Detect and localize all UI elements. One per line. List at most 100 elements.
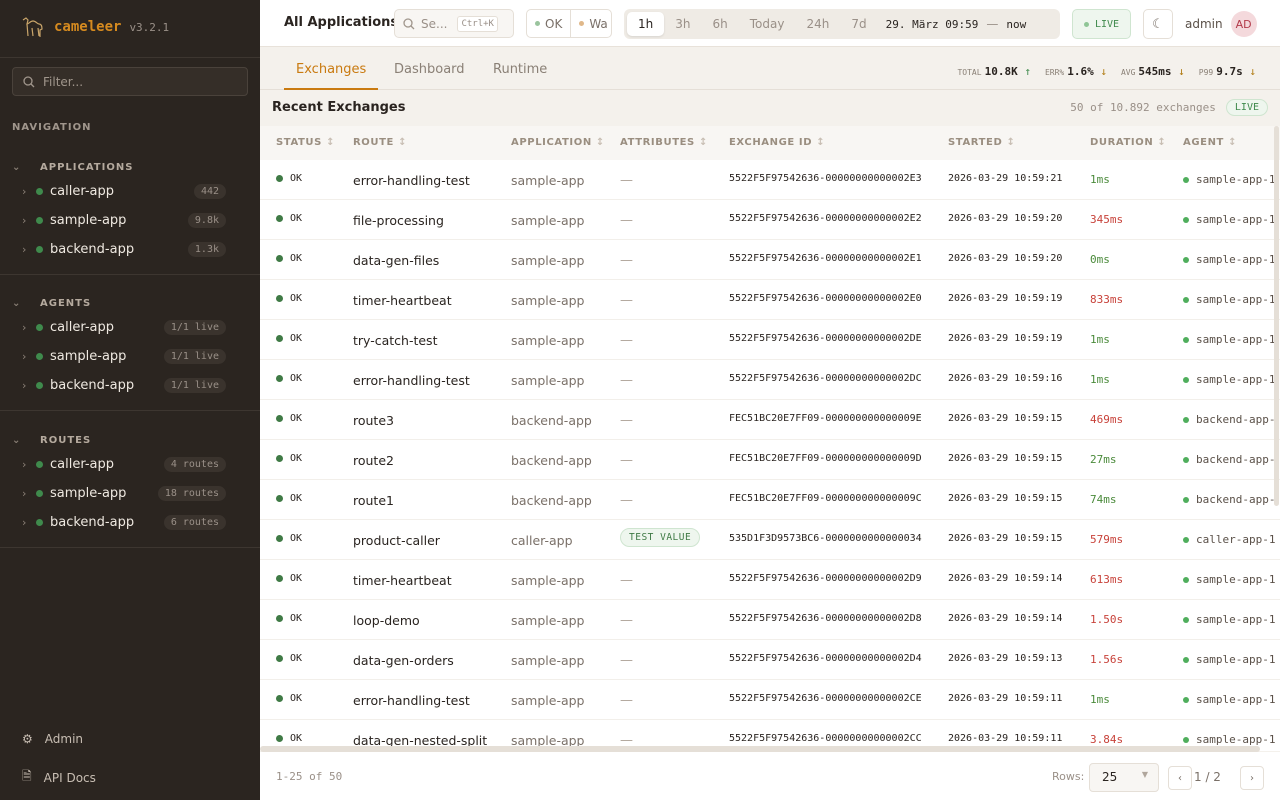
range-from[interactable]: 29. März 09:59	[885, 17, 979, 31]
sidebar-admin-link[interactable]: ⚙ Admin	[22, 732, 83, 746]
sidebar-item[interactable]: › sample-app 18 routes	[0, 479, 260, 508]
column-header-started[interactable]: STARTED ↕	[948, 137, 1016, 148]
sidebar-item[interactable]: › backend-app 1.3k	[0, 235, 260, 264]
application-cell: sample-app	[511, 173, 585, 188]
live-toggle[interactable]: LIVE	[1072, 9, 1131, 39]
table-row[interactable]: OK loop-demo sample-app — 5522F5F9754263…	[260, 600, 1280, 640]
rows-per-page-select[interactable]: 25 ▼	[1089, 763, 1159, 792]
tab-dashboard[interactable]: Dashboard	[394, 62, 465, 77]
duration-cell: 1ms	[1090, 173, 1110, 186]
range-today[interactable]: Today	[749, 17, 785, 31]
table-row[interactable]: OK timer-heartbeat sample-app — 5522F5F9…	[260, 280, 1280, 320]
exchanges-table: STATUS ↕ ROUTE ↕ APPLICATION ↕ ATTRIBUTES ↕…	[260, 126, 1280, 751]
section-header[interactable]: ⌄ AGENTS	[0, 293, 260, 313]
exchange-id-cell: 5522F5F97542636-00000000000002CC	[729, 733, 922, 744]
range-to[interactable]: now	[1006, 17, 1027, 31]
status-dot	[36, 217, 43, 224]
route-cell: data-gen-orders	[353, 653, 454, 668]
duration-cell: 3.84s	[1090, 733, 1124, 746]
kpi-err: ERR% 1.6% ↓	[1044, 65, 1107, 78]
exchange-id-cell: 5522F5F97542636-00000000000002CE	[729, 693, 922, 704]
section-header[interactable]: ⌄ APPLICATIONS	[0, 157, 260, 177]
range-7d[interactable]: 7d	[851, 17, 867, 31]
table-row[interactable]: OK error-handling-test sample-app — 5522…	[260, 360, 1280, 400]
agent-cell: sample-app-1	[1183, 733, 1275, 746]
agent-cell: sample-app-1	[1183, 373, 1275, 386]
sidebar-item[interactable]: › backend-app 1/1 live	[0, 371, 260, 400]
theme-toggle-button[interactable]: ☾	[1143, 9, 1173, 39]
brand-logo[interactable]: cameleer v3.2.1	[20, 14, 169, 40]
status-dot	[276, 735, 283, 742]
table-row[interactable]: OK try-catch-test sample-app — 5522F5F97…	[260, 320, 1280, 360]
sidebar-item[interactable]: › sample-app 1/1 live	[0, 342, 260, 371]
route-cell: error-handling-test	[353, 373, 470, 388]
status-filter-warn[interactable]: Wa	[571, 10, 611, 37]
table-row[interactable]: OK route1 backend-app — FEC51BC20E7FF09-…	[260, 480, 1280, 520]
started-cell: 2026-03-29 10:59:15	[948, 533, 1063, 544]
application-cell: sample-app	[511, 333, 585, 348]
section-title: Recent Exchanges	[272, 100, 406, 115]
search-placeholder: Se...	[421, 16, 448, 31]
range-6h[interactable]: 6h	[712, 17, 728, 31]
duration-cell: 1ms	[1090, 373, 1110, 386]
status-filter-ok[interactable]: OK	[527, 10, 572, 37]
section-header[interactable]: ⌄ ROUTES	[0, 430, 260, 450]
table-row[interactable]: OK data-gen-orders sample-app — 5522F5F9…	[260, 640, 1280, 680]
search-input[interactable]: Se... Ctrl+K	[394, 9, 514, 38]
duration-cell: 27ms	[1090, 453, 1117, 466]
started-cell: 2026-03-29 10:59:20	[948, 253, 1063, 264]
column-header-application[interactable]: APPLICATION ↕	[511, 137, 605, 148]
route-cell: route3	[353, 413, 394, 428]
table-row[interactable]: OK route2 backend-app — FEC51BC20E7FF09-…	[260, 440, 1280, 480]
table-row[interactable]: OK product-caller caller-app TEST VALUE …	[260, 520, 1280, 560]
range-1h[interactable]: 1h	[627, 12, 665, 36]
next-page-button[interactable]: ›	[1240, 766, 1264, 790]
sidebar-item[interactable]: › sample-app 9.8k	[0, 206, 260, 235]
column-header-route[interactable]: ROUTE ↕	[353, 137, 408, 148]
vertical-scrollbar[interactable]	[1274, 126, 1279, 506]
column-header-status[interactable]: STATUS ↕	[276, 137, 336, 148]
table-row[interactable]: OK error-handling-test sample-app — 5522…	[260, 680, 1280, 720]
sidebar-section-routes: ⌄ ROUTES › caller-app 4 routes › sample-app 18 …	[0, 430, 260, 537]
search-icon	[23, 75, 35, 87]
sidebar-item[interactable]: › caller-app 442	[0, 177, 260, 206]
tab-runtime[interactable]: Runtime	[493, 62, 548, 77]
tab-exchanges[interactable]: Exchanges	[284, 62, 379, 90]
range-24h[interactable]: 24h	[806, 17, 830, 31]
column-header-agent[interactable]: AGENT ↕	[1183, 137, 1238, 148]
user-menu[interactable]: admin AD	[1185, 11, 1257, 37]
started-cell: 2026-03-29 10:59:19	[948, 293, 1063, 304]
sidebar-filter-input[interactable]: Filter...	[12, 67, 248, 96]
column-header-duration[interactable]: DURATION ↕	[1090, 137, 1167, 148]
page-indicator: 1 / 2	[1194, 770, 1221, 784]
prev-page-button[interactable]: ‹	[1168, 766, 1192, 790]
agent-cell: sample-app-1	[1183, 293, 1275, 306]
sidebar-item[interactable]: › backend-app 6 routes	[0, 508, 260, 537]
range-3h[interactable]: 3h	[675, 17, 691, 31]
table-row[interactable]: OK route3 backend-app — FEC51BC20E7FF09-…	[260, 400, 1280, 440]
column-header-attributes[interactable]: ATTRIBUTES ↕	[620, 137, 708, 148]
sidebar-item[interactable]: › caller-app 1/1 live	[0, 313, 260, 342]
agent-cell: sample-app-1	[1183, 613, 1275, 626]
live-label: LIVE	[1094, 18, 1120, 30]
status-cell: OK	[276, 493, 302, 504]
chevron-right-icon: ›	[22, 379, 27, 392]
agent-cell: backend-app-	[1183, 493, 1275, 506]
sidebar-api-docs-link[interactable]: 🗎 API Docs	[22, 767, 96, 788]
table-row[interactable]: OK timer-heartbeat sample-app — 5522F5F9…	[260, 560, 1280, 600]
agent-status-dot	[1183, 496, 1189, 503]
range-separator: —	[986, 17, 999, 31]
status-dot	[276, 415, 283, 422]
duration-cell: 1ms	[1090, 333, 1110, 346]
item-label: sample-app	[50, 349, 127, 364]
table-row[interactable]: OK file-processing sample-app — 5522F5F9…	[260, 200, 1280, 240]
table-row[interactable]: OK data-gen-files sample-app — 5522F5F97…	[260, 240, 1280, 280]
horizontal-scrollbar[interactable]	[260, 746, 1260, 752]
table-row[interactable]: OK error-handling-test sample-app — 5522…	[260, 160, 1280, 200]
agent-cell: backend-app-	[1183, 453, 1275, 466]
trend-arrow-icon: ↓	[1249, 65, 1256, 78]
sidebar-item[interactable]: › caller-app 4 routes	[0, 450, 260, 479]
column-header-exchange-id[interactable]: EXCHANGE ID ↕	[729, 137, 826, 148]
attributes-empty: —	[620, 733, 633, 748]
table-row[interactable]: OK data-gen-nested-split sample-app — 55…	[260, 720, 1280, 751]
